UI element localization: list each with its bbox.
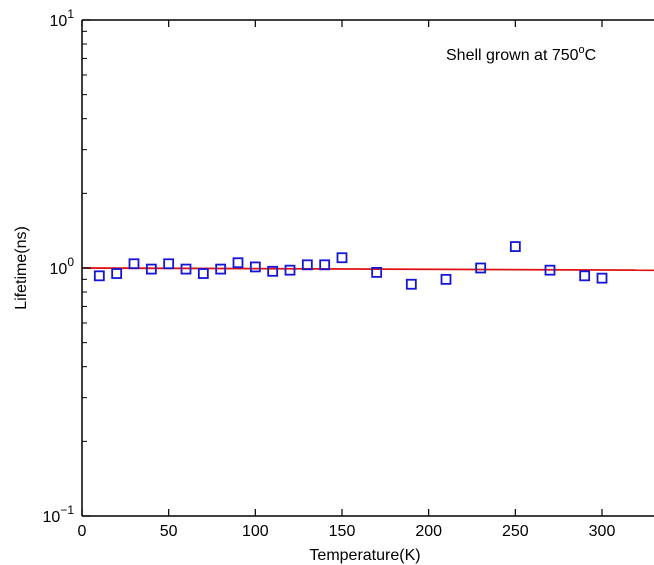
x-tick-label: 0: [78, 523, 87, 540]
data-point: [232, 257, 244, 269]
data-point: [145, 263, 157, 275]
data-point: [319, 259, 331, 271]
axes: 0 50 100 150 200 250 300 10−1 100 101: [43, 7, 654, 540]
x-tick-label: 200: [415, 523, 442, 540]
data-point: [284, 264, 296, 276]
data-point: [475, 262, 487, 274]
x-axis-label: Temperature(K): [309, 547, 420, 564]
data-point: [371, 266, 383, 278]
data-point: [128, 258, 140, 270]
data-point: [579, 270, 591, 282]
chart-marks: [81, 241, 654, 290]
y-tick-label: 10−1: [43, 503, 75, 526]
annotation-shell-grown: Shell grown at 750oC: [446, 44, 596, 64]
data-point: [163, 258, 175, 270]
y-axis-label: Lifetime(ns): [13, 226, 30, 310]
data-point: [544, 264, 556, 276]
data-point: [267, 265, 279, 277]
x-tick-label: 50: [160, 523, 178, 540]
data-point: [440, 273, 452, 285]
data-point: [215, 263, 227, 275]
data-point: [596, 272, 608, 284]
data-point: [111, 268, 123, 279]
y-tick-label: 100: [50, 255, 75, 278]
x-tick-label: 100: [242, 523, 269, 540]
x-tick-label: 300: [589, 523, 616, 540]
fit-line: [81, 267, 654, 272]
data-point: [249, 261, 261, 273]
data-point: [336, 252, 348, 264]
data-point: [509, 241, 521, 252]
data-point: [180, 263, 192, 275]
data-point: [93, 270, 105, 282]
y-tick-label: 101: [50, 7, 75, 30]
data-point: [301, 259, 313, 271]
data-point: [197, 268, 209, 279]
x-tick-label: 250: [502, 523, 529, 540]
data-point: [405, 278, 417, 290]
x-tick-label: 150: [329, 523, 356, 540]
